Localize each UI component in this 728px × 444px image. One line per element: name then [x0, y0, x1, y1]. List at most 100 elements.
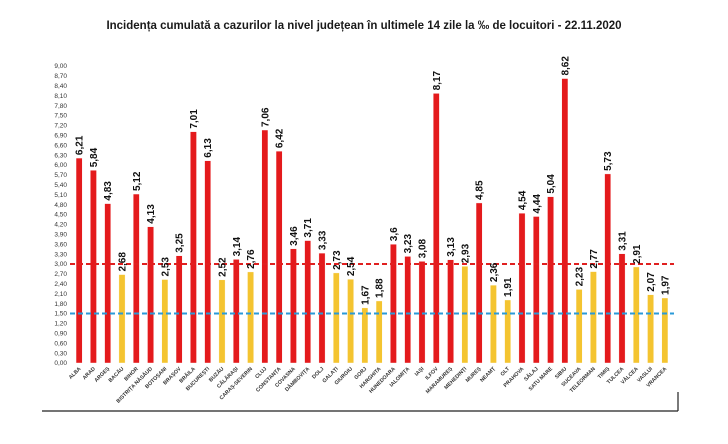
y-tick-label: 2,10 [54, 291, 67, 298]
category-label: IAȘI [414, 366, 426, 378]
bar [432, 93, 440, 364]
bar [290, 248, 297, 364]
bar [618, 253, 626, 364]
y-tick-label: 3,90 [54, 232, 67, 239]
bar [347, 278, 354, 364]
bar-value-label: 3,13 [446, 237, 457, 257]
bar [132, 193, 140, 364]
y-axis-ticks: 0,00 0,30 0,60 0,90 1,20 1,50 1,80 2,10 2,40 2,70… [54, 63, 67, 367]
bar [518, 212, 526, 364]
bar [261, 129, 269, 364]
y-tick-label: 7,50 [54, 113, 67, 120]
bar-value-label: 7,06 [260, 107, 271, 127]
y-tick-label: 8,40 [54, 83, 67, 90]
y-tick-label: 6,00 [54, 162, 67, 169]
bar-value-label: 3,14 [232, 236, 243, 256]
y-tick-label: 2,40 [54, 281, 67, 288]
category-label: ALBA [68, 366, 83, 381]
bar-value-label: 3,31 [618, 231, 629, 251]
bar-value-label: 4,13 [146, 204, 157, 224]
category-label: BACĂU [107, 365, 126, 384]
y-tick-label: 6,30 [54, 152, 67, 159]
bar-value-label: 3,71 [303, 218, 314, 238]
bar [190, 131, 197, 364]
bar-value-label: 2,53 [160, 257, 171, 277]
y-tick-label: 6,60 [54, 142, 67, 149]
bar-value-label: 6,13 [203, 138, 214, 158]
y-tick-label: 0,00 [54, 360, 67, 367]
bar-value-label: 2,73 [332, 250, 343, 270]
bar-value-label: 3,08 [418, 238, 429, 258]
bar [118, 274, 126, 364]
bar-value-label: 8,62 [560, 56, 571, 76]
bar-value-label: 4,54 [518, 190, 529, 210]
bar [418, 261, 426, 364]
chart-title: Incidența cumulată a cazurilor la nivel … [106, 20, 622, 32]
bar [490, 284, 497, 364]
bar [175, 255, 183, 364]
bar-value-label: 1,67 [360, 285, 371, 305]
y-tick-label: 4,50 [54, 212, 67, 219]
bar [161, 279, 169, 364]
category-label: NEAMȚ [479, 366, 497, 384]
bar [375, 300, 383, 364]
bar-value-label: 2,52 [218, 257, 229, 277]
bar [75, 157, 83, 364]
threshold-lines [70, 263, 674, 315]
bar-value-label: 2,77 [589, 249, 600, 269]
bar [90, 170, 97, 364]
bar [661, 297, 669, 364]
bar [204, 160, 212, 364]
bar-value-label: 3,6 [389, 227, 400, 241]
bar [475, 202, 483, 364]
bar-value-label: 5,12 [132, 171, 143, 191]
y-tick-label: 6,90 [54, 133, 67, 140]
bar-value-label: 5,84 [89, 147, 100, 167]
y-tick-label: 3,30 [54, 251, 67, 258]
bars-group [75, 78, 669, 364]
y-tick-label: 4,80 [54, 202, 67, 209]
y-tick-label: 8,10 [54, 93, 67, 100]
bar [318, 252, 326, 364]
bar-value-label: 3,25 [175, 233, 186, 253]
bar-value-label: 6,21 [75, 135, 86, 155]
bar-value-label: 2,91 [632, 244, 643, 264]
bar-value-label: 4,85 [475, 180, 486, 200]
bar [275, 150, 283, 364]
bottom-frame [42, 392, 679, 412]
bar-value-label: 2,54 [346, 256, 357, 276]
y-tick-label: 3,60 [54, 241, 67, 248]
bar [647, 294, 654, 364]
y-tick-label: 0,30 [54, 350, 67, 357]
y-tick-label: 5,70 [54, 172, 67, 179]
bar [504, 299, 512, 364]
y-tick-label: 3,00 [54, 261, 67, 268]
bar-value-label: 3,23 [403, 234, 414, 254]
bar-value-label: 2,93 [460, 243, 471, 263]
y-tick-label: 5,10 [54, 192, 67, 199]
bar-value-label: 2,76 [246, 249, 257, 269]
bar-value-label: 7,01 [189, 109, 200, 129]
bar-value-label: 1,88 [375, 278, 386, 298]
bar-value-label: 5,73 [603, 151, 614, 171]
y-tick-label: 0,90 [54, 331, 67, 338]
bar [247, 271, 254, 364]
y-tick-label: 9,00 [54, 63, 67, 70]
bar [361, 307, 369, 364]
bar [218, 279, 226, 364]
y-tick-label: 0,60 [54, 340, 67, 347]
y-tick-label: 7,20 [54, 123, 67, 130]
bar-value-label: 2,68 [118, 252, 129, 272]
bar-value-label: 3,33 [318, 230, 329, 250]
bar [532, 216, 540, 364]
bar [604, 173, 612, 364]
bar-value-label: 8,17 [432, 70, 443, 90]
y-tick-label: 2,70 [54, 271, 67, 278]
bar [404, 256, 412, 364]
bar [304, 240, 312, 364]
y-tick-label: 7,80 [54, 103, 67, 110]
bar [547, 196, 554, 364]
bar [104, 203, 112, 364]
